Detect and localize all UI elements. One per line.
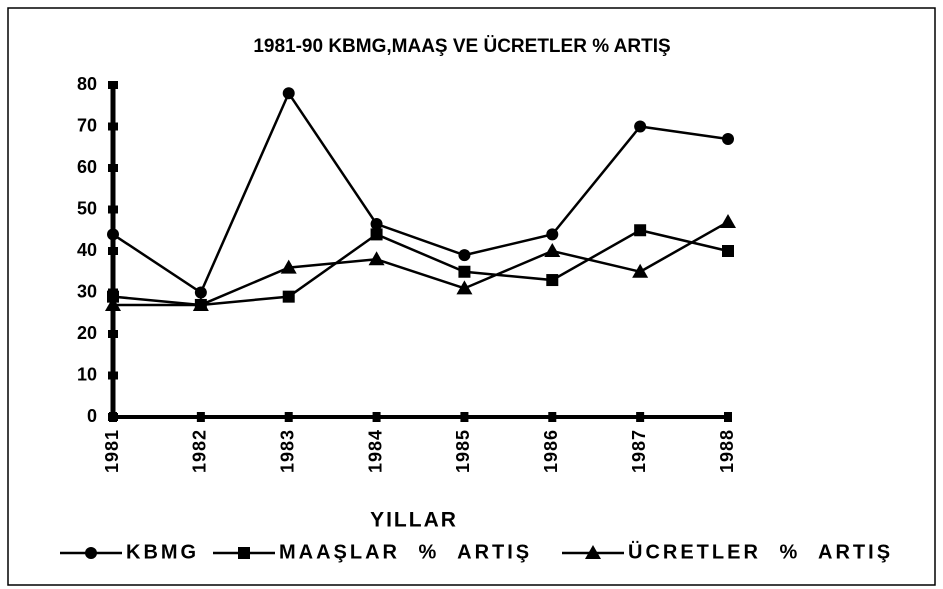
chart-title: 1981-90 KBMG,MAAŞ VE ÜCRETLER % ARTIŞ (253, 36, 670, 57)
y-tick (108, 371, 118, 380)
legend-label: ÜCRETLER % ARTIŞ (628, 540, 893, 563)
y-tick-label: 40 (77, 240, 97, 260)
marker (85, 547, 97, 559)
marker (634, 120, 647, 133)
marker (280, 259, 297, 274)
x-tick-label: 1982 (190, 429, 210, 473)
marker (585, 545, 601, 559)
marker (458, 249, 471, 262)
marker (722, 132, 734, 145)
y-tick-label: 0 (87, 406, 97, 426)
marker (282, 87, 295, 100)
frame (7, 7, 936, 586)
x-tick-label: 1986 (541, 429, 561, 473)
y-tick (108, 247, 118, 255)
y-tick-label: 60 (77, 157, 97, 177)
y-tick (108, 122, 118, 131)
marker (544, 243, 561, 257)
marker (238, 547, 250, 559)
x-tick (548, 412, 557, 422)
x-tick (372, 412, 381, 422)
legend-label: MAAŞLAR % ARTIŞ (279, 541, 532, 563)
marker (722, 245, 734, 257)
marker (370, 228, 383, 241)
marker (632, 263, 649, 278)
marker (194, 286, 207, 299)
x-tick-label: 1981 (102, 429, 122, 473)
x-tick (636, 412, 645, 422)
series-line (112, 90, 729, 295)
marker (720, 213, 736, 228)
marker (282, 290, 295, 303)
x-tick (196, 412, 205, 422)
marker (368, 251, 385, 266)
y-tick-label: 70 (77, 115, 97, 135)
x-tick (724, 412, 732, 422)
y-tick-label: 30 (77, 281, 97, 301)
legend-label: KBMG (126, 541, 199, 563)
marker (634, 224, 647, 237)
y-tick (108, 81, 118, 89)
x-tick-label: 1985 (453, 429, 473, 473)
y-tick (108, 164, 118, 172)
marker (458, 265, 471, 278)
marker (546, 228, 559, 241)
legend-item: ÜCRETLER % ARTIŞ (562, 540, 893, 563)
y-tick (108, 330, 118, 338)
x-tick (109, 412, 117, 422)
marker (456, 280, 473, 295)
x-tick (284, 412, 293, 422)
x-tick-label: 1988 (717, 429, 737, 473)
y-tick-label: 20 (77, 323, 97, 343)
marker (107, 228, 119, 241)
x-axis-title: YILLAR (370, 509, 458, 532)
legend-item: KBMG (60, 541, 199, 563)
y-tick-label: 50 (77, 198, 97, 218)
y-tick-label: 10 (77, 364, 97, 384)
y-tick (108, 205, 118, 214)
y-tick-label: 80 (77, 74, 97, 94)
x-tick-label: 1984 (365, 429, 385, 473)
marker (546, 274, 559, 287)
series-line (113, 220, 729, 307)
legend-item: MAAŞLAR % ARTIŞ (213, 541, 532, 563)
x-tick-label: 1987 (629, 429, 649, 473)
marker (192, 296, 209, 311)
x-tick (460, 412, 469, 422)
marker (105, 296, 121, 311)
marker (107, 290, 119, 303)
series-line (112, 228, 729, 307)
marker (370, 218, 383, 231)
x-tick-label: 1983 (277, 429, 297, 473)
